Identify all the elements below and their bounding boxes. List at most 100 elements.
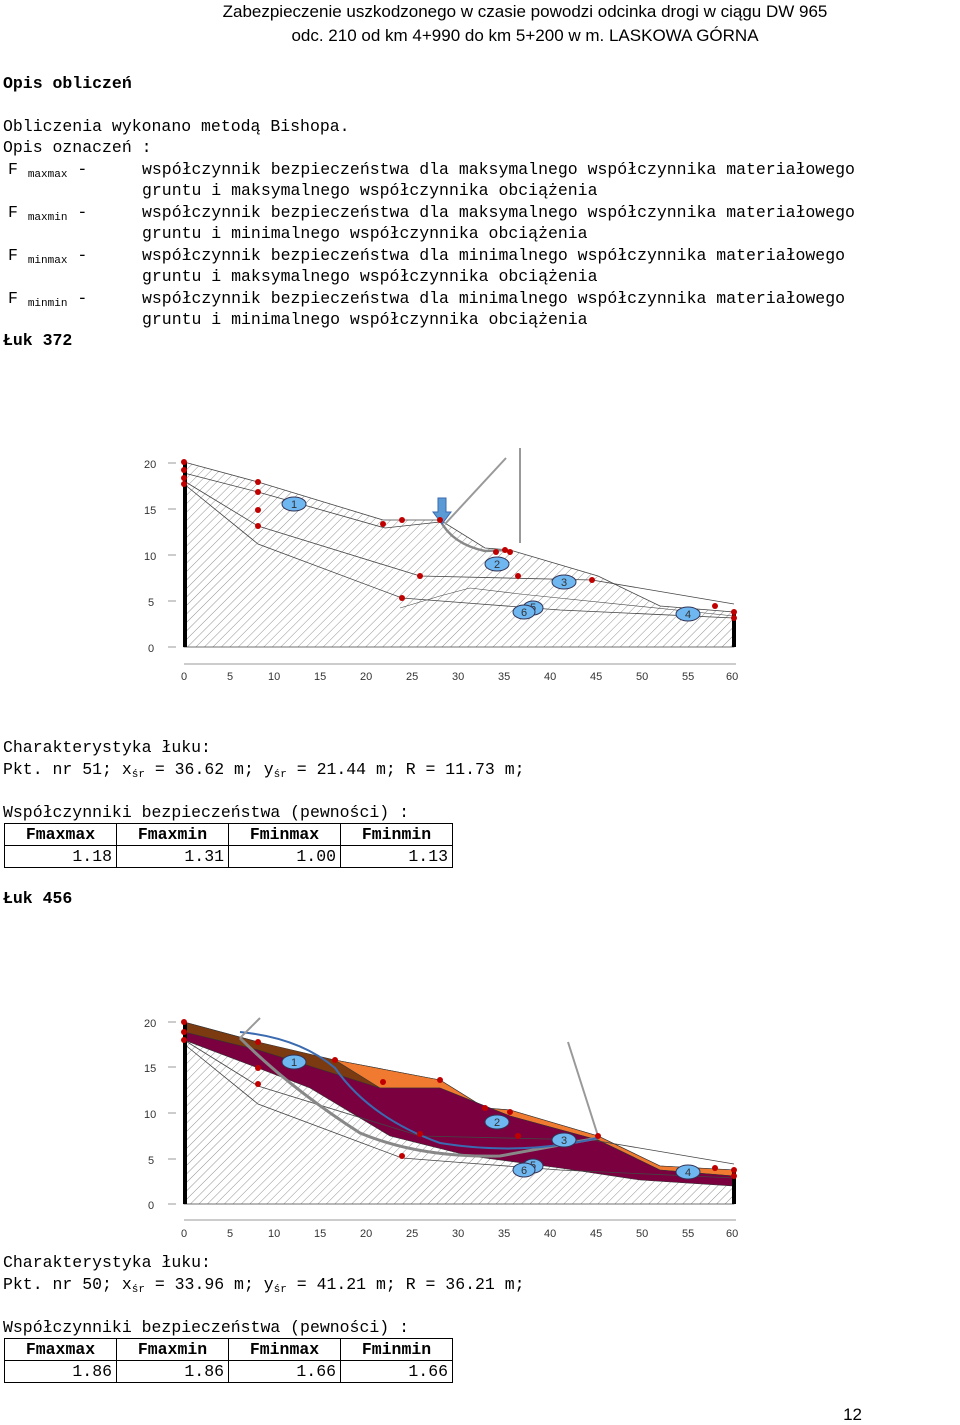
x-value: = 36.62 m; <box>144 760 254 779</box>
radius-line <box>239 1017 261 1039</box>
x-tick: 50 <box>636 671 648 683</box>
slope-diagram-arc-456: 20 15 10 5 0 1 2 3 4 5 6 0 5 10 15 <box>144 1017 738 1240</box>
layer-label: 3 <box>561 577 567 589</box>
legend-desc-line2: gruntu i maksymalnego współczynnika obci… <box>142 181 598 200</box>
y-label: y <box>263 760 274 779</box>
table-header-cell: Fmaxmax <box>4 823 117 846</box>
left-wall <box>183 1022 187 1204</box>
legend-symbol: F maxmax - <box>8 160 87 181</box>
legend-desc-line2: gruntu i minimalnego współczynnika obcią… <box>142 310 588 329</box>
table-header-row: Fmaxmax Fmaxmin Fminmax Fminmin <box>4 1338 453 1361</box>
y-value: = 21.44 m; <box>286 760 396 779</box>
layer-bubble <box>512 1162 536 1178</box>
layer-label: 1 <box>291 1057 297 1069</box>
layer-label: 2 <box>494 1117 500 1129</box>
symbol-letter: F <box>8 203 18 222</box>
y-tick: 15 <box>144 1063 156 1075</box>
legend-symbol: F minmin - <box>8 289 87 310</box>
y-tick: 5 <box>148 597 154 609</box>
x-tick: 45 <box>590 671 602 683</box>
x-tick: 0 <box>181 1228 187 1240</box>
arc-char-label: Charakterystyka łuku: <box>3 738 211 757</box>
table-header-cell: Fminmin <box>340 1338 453 1361</box>
x-tick: 40 <box>544 671 556 683</box>
symbol-letter: F <box>8 289 18 308</box>
x-tick: 60 <box>726 1228 738 1240</box>
coef-table: Fmaxmax Fmaxmin Fminmax Fminmin 1.86 1.8… <box>4 1338 453 1383</box>
table-cell: 1.66 <box>228 1360 341 1383</box>
layer-bubble <box>551 574 577 590</box>
survey-points <box>181 1019 737 1179</box>
y-sub: śr <box>273 769 287 781</box>
x-tick: 15 <box>314 1228 326 1240</box>
legend-desc-line2: gruntu i maksymalnego współczynnika obci… <box>142 267 598 286</box>
table-row: 1.18 1.31 1.00 1.13 <box>4 845 453 868</box>
table-cell: 1.66 <box>340 1360 453 1383</box>
x-tick: 5 <box>227 1228 233 1240</box>
symbol-subscript: maxmax <box>27 169 68 181</box>
slope-body <box>183 461 735 648</box>
symbol-dash: - <box>77 203 88 222</box>
x-label: x <box>121 760 132 779</box>
y-value: = 41.21 m; <box>286 1275 396 1294</box>
table-header-cell: Fminmin <box>340 823 453 846</box>
symbol-subscript: minmin <box>27 298 68 310</box>
layer-label: 1 <box>291 499 297 511</box>
y-sub: śr <box>273 1284 287 1296</box>
arc-title: Łuk 372 <box>3 331 73 350</box>
legend-desc-line1: współczynnik bezpieczeństwa dla maksymal… <box>142 160 855 179</box>
layer-bubble <box>512 604 536 620</box>
legend-symbol: F minmax - <box>8 246 87 267</box>
arc-params: Pkt. nr 50; xśr = 33.96 m; yśr = 41.21 m… <box>3 1275 525 1296</box>
x-tick: 35 <box>498 671 510 683</box>
slip-arc <box>438 519 508 553</box>
layer-bubble <box>484 1114 510 1130</box>
header-line-2: odc. 210 od km 4+990 do km 5+200 w m. LA… <box>291 26 759 45</box>
legend-desc-line1: współczynnik bezpieczeństwa dla minimaln… <box>142 289 846 308</box>
x-tick: 0 <box>181 671 187 683</box>
y-tick: 0 <box>148 643 154 655</box>
table-cell: 1.00 <box>228 845 341 868</box>
arc-params: Pkt. nr 51; xśr = 36.62 m; yśr = 21.44 m… <box>3 760 525 781</box>
layer-bubble <box>675 1164 701 1180</box>
y-tick: 20 <box>144 1018 156 1030</box>
layer-bubble <box>551 1132 577 1148</box>
y-tick: 5 <box>148 1155 154 1167</box>
x-sub: śr <box>131 1284 145 1296</box>
symbol-letter: F <box>8 160 18 179</box>
table-cell: 1.86 <box>116 1360 229 1383</box>
radius-line <box>444 457 507 525</box>
method-text: Obliczenia wykonano metodą Bishopa. <box>3 117 350 136</box>
table-cell: 1.18 <box>4 845 117 868</box>
symbol-subscript: maxmin <box>27 212 68 224</box>
table-header-cell: Fmaxmin <box>116 1338 229 1361</box>
symbol-dash: - <box>77 246 88 265</box>
layer-label: 2 <box>494 559 500 571</box>
y-tick: 20 <box>144 459 156 471</box>
layer-line <box>399 587 735 617</box>
layer-label: 6 <box>521 607 527 619</box>
x-tick: 55 <box>682 671 694 683</box>
table-row: 1.86 1.86 1.66 1.66 <box>4 1360 453 1383</box>
layer-line <box>183 483 735 619</box>
radius-value: R = 11.73 m; <box>405 760 525 779</box>
table-header-cell: Fmaxmin <box>116 823 229 846</box>
x-tick: 25 <box>406 671 418 683</box>
right-wall <box>732 612 736 647</box>
arc-char-label: Charakterystyka łuku: <box>3 1253 211 1272</box>
x-tick: 20 <box>360 671 372 683</box>
x-tick: 15 <box>314 671 326 683</box>
x-tick: 30 <box>452 671 464 683</box>
y-tick: 15 <box>144 505 156 517</box>
layer-line <box>183 1043 735 1179</box>
layer-bubble <box>281 496 307 512</box>
right-wall <box>732 1170 736 1204</box>
x-tick: 40 <box>544 1228 556 1240</box>
layer-bubble <box>675 606 701 622</box>
survey-points <box>181 459 737 621</box>
symbol-subscript: minmax <box>27 255 68 267</box>
arc-title: Łuk 456 <box>3 889 73 908</box>
symbol-dash: - <box>77 160 88 179</box>
x-label: x <box>121 1275 132 1294</box>
x-tick: 10 <box>268 671 280 683</box>
